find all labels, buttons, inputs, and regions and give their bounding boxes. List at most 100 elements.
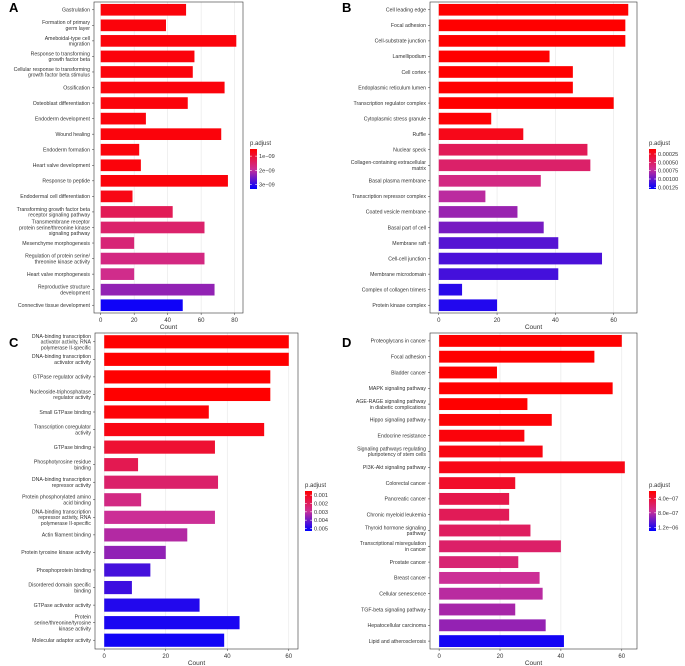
category-label: Cell cortex — [401, 70, 426, 76]
category-label: GTPase regulator activity — [33, 375, 92, 381]
category-label: Transmembrane receptor protein serine/thr… — [19, 219, 90, 237]
x-tick-label: 0 — [99, 318, 103, 324]
category-label: Transcriptional misregulation in cancer — [360, 541, 426, 553]
plot-frame — [94, 332, 299, 650]
category-label: Membrane microdomain — [370, 272, 426, 278]
legend-title: p.adjust — [305, 483, 326, 489]
category-label: Disordered domain specific binding — [28, 582, 91, 594]
bar — [100, 143, 140, 156]
category-label: DNA-binding transcription repressor activ… — [32, 509, 92, 527]
bar — [104, 422, 265, 437]
category-label: Cellular senescence — [379, 592, 426, 598]
plot-background — [95, 333, 298, 649]
legend-tick-label: 0.003 — [314, 510, 328, 516]
category-label: Protein tyrosine kinase activity — [21, 550, 91, 556]
bar — [438, 252, 603, 265]
category-label: Small GTPase binding — [39, 410, 91, 416]
bar — [439, 571, 540, 584]
bar — [438, 268, 559, 280]
bar — [438, 3, 629, 16]
bar — [439, 603, 516, 616]
legend-tick-label: 0.00125 — [658, 185, 678, 191]
bar — [438, 35, 626, 47]
bar — [104, 458, 139, 472]
category-label: Connective tissue development — [18, 303, 91, 309]
panel-label: A — [9, 0, 19, 15]
bar — [438, 221, 544, 234]
x-tick-label: 40 — [224, 654, 231, 660]
category-label: Colorectal cancer — [386, 481, 427, 487]
category-label: Molecular adaptor activity — [32, 638, 91, 644]
plot-frame — [93, 1, 244, 314]
bar — [100, 252, 205, 265]
legend-colorbar — [250, 149, 257, 189]
bar — [438, 50, 550, 63]
category-label: Transcription regulator complex — [354, 101, 427, 107]
category-label: Chronic myeloid leukemia — [367, 513, 427, 519]
category-label: Phosphoprotein binding — [36, 568, 91, 574]
category-label: Transforming growth factor beta receptor … — [17, 207, 91, 219]
x-tick-label: 20 — [162, 654, 169, 660]
x-tick-label: 40 — [164, 318, 171, 324]
bar — [439, 477, 516, 490]
category-label: DNA-binding transcription repressor activ… — [32, 477, 92, 489]
legend-tick-label: 0.004 — [314, 518, 328, 524]
bar — [439, 398, 528, 411]
x-axis-title: Count — [188, 660, 206, 666]
bar — [438, 112, 492, 125]
legend-title: p.adjust — [649, 483, 670, 489]
bar — [438, 128, 524, 141]
category-label: Gastrulation — [62, 8, 90, 14]
category-label: Mesenchyme morphogenesis — [22, 241, 90, 247]
category-label: Nuclear speck — [393, 148, 426, 154]
bar — [100, 206, 173, 218]
x-axis-title: Count — [525, 660, 543, 666]
legend-tick-label: 0.002 — [314, 502, 328, 508]
bar — [439, 619, 546, 632]
bar — [104, 475, 219, 489]
bar — [439, 492, 510, 505]
bar — [438, 66, 573, 78]
x-tick-label: 20 — [497, 654, 504, 660]
category-label: Protein phosphorylated amino acid binding — [22, 495, 91, 507]
bar — [100, 174, 228, 187]
bar — [438, 143, 588, 156]
x-tick-label: 80 — [231, 318, 238, 324]
x-tick-label: 60 — [610, 318, 617, 324]
category-label: PI3K-Akt signaling pathway — [363, 465, 427, 471]
category-label: Protein serine/threonine/tyrosine kinase a… — [34, 615, 91, 633]
category-label: Ossification — [63, 85, 90, 91]
x-axis-title: Count — [160, 324, 178, 331]
legend-colorbar — [649, 149, 656, 189]
bar — [100, 81, 225, 94]
category-label: GTPase binding — [54, 445, 91, 451]
category-label: Collagen-containing extracellular matrix — [351, 160, 427, 172]
bar — [104, 510, 215, 524]
bar — [439, 524, 531, 537]
category-label: Endoderm development — [35, 116, 91, 122]
category-label: Ruffle — [413, 132, 427, 138]
bar — [438, 174, 541, 187]
panel-label: C — [9, 335, 19, 350]
legend-tick-label: 0.001 — [314, 493, 328, 499]
bar — [439, 366, 497, 379]
category-label: DNA-binding transcription activator activ… — [32, 354, 92, 366]
bar — [104, 616, 240, 630]
legend-colorbar — [305, 491, 312, 531]
bar — [439, 508, 510, 521]
category-label: Protein kinase complex — [372, 303, 426, 309]
plot-frame — [429, 1, 638, 314]
category-label: Focal adhesion — [391, 23, 426, 29]
plot-background — [430, 2, 637, 313]
bar — [438, 299, 498, 312]
bar — [100, 66, 193, 78]
bar — [439, 429, 525, 442]
bar — [439, 587, 543, 600]
category-label: DNA-binding transcription activator activ… — [32, 334, 92, 352]
x-tick-label: 40 — [558, 654, 565, 660]
x-axis-title: Count — [525, 324, 543, 331]
bar — [100, 112, 146, 125]
legend-tick-label: 1e−09 — [259, 154, 275, 160]
category-label: Cell-cell junction — [388, 256, 426, 262]
bar — [438, 283, 463, 296]
